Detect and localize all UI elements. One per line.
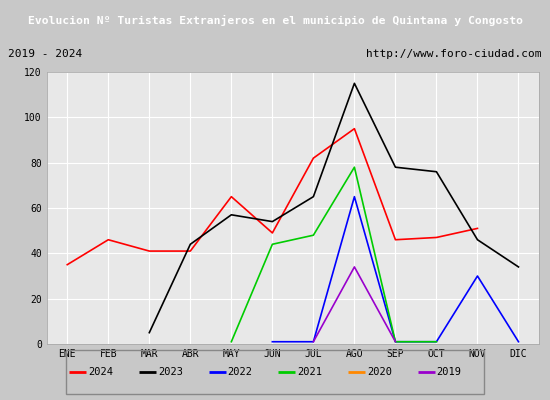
Text: Evolucion Nº Turistas Extranjeros en el municipio de Quintana y Congosto: Evolucion Nº Turistas Extranjeros en el …	[28, 14, 522, 26]
Text: 2023: 2023	[158, 367, 183, 377]
Text: 2019: 2019	[437, 367, 461, 377]
Text: 2022: 2022	[228, 367, 252, 377]
Text: 2020: 2020	[367, 367, 392, 377]
Text: http://www.foro-ciudad.com: http://www.foro-ciudad.com	[366, 49, 542, 59]
Text: 2024: 2024	[89, 367, 113, 377]
Text: 2021: 2021	[298, 367, 322, 377]
Text: 2019 - 2024: 2019 - 2024	[8, 49, 82, 59]
